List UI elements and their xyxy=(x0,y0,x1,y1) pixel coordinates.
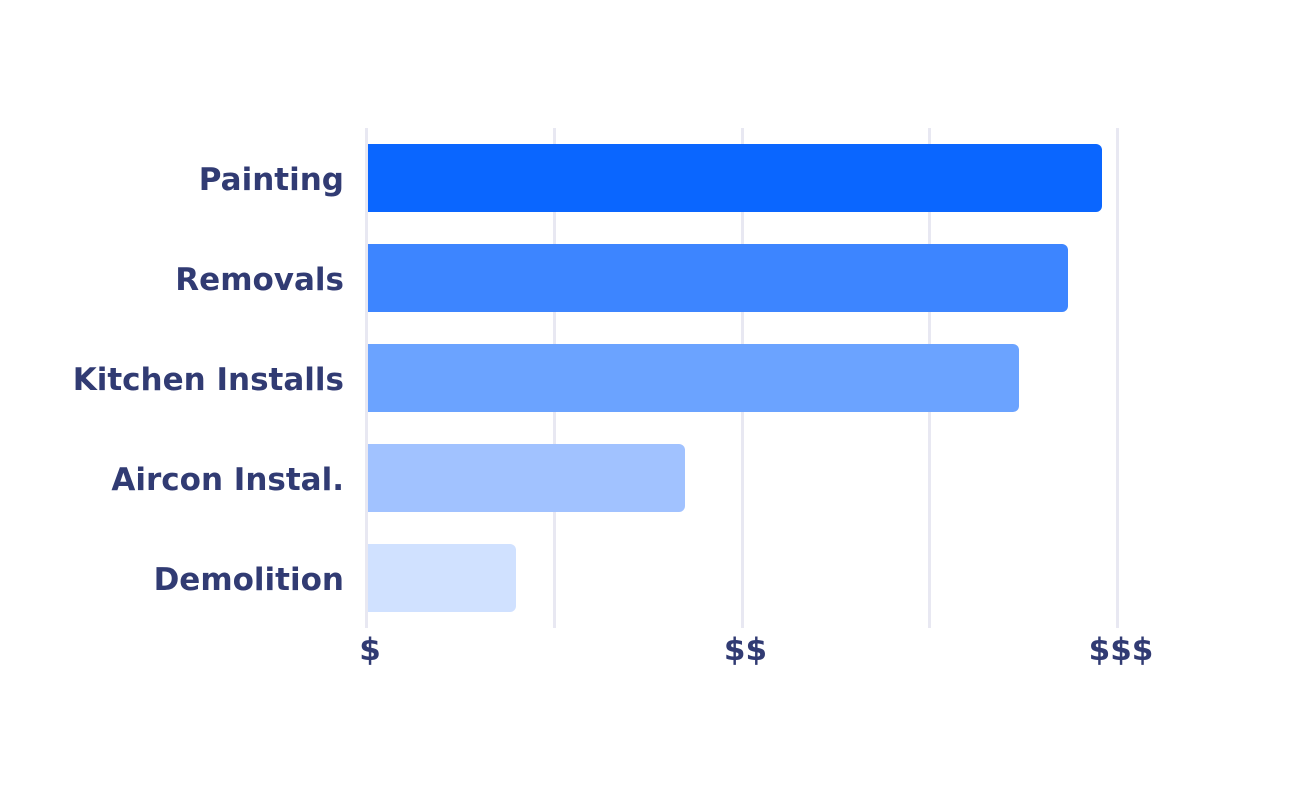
category-label: Removals xyxy=(175,262,344,298)
category-label: Kitchen Installs xyxy=(72,362,344,398)
bar xyxy=(368,244,1069,312)
gridline xyxy=(365,128,368,628)
bar xyxy=(368,344,1020,412)
x-tick-label: $$ xyxy=(723,632,768,668)
x-tick-label: $ xyxy=(359,632,381,668)
bar xyxy=(368,544,517,612)
category-label: Demolition xyxy=(153,562,344,598)
bar xyxy=(368,144,1102,212)
category-label: Aircon Instal. xyxy=(111,462,344,498)
bar xyxy=(368,444,686,512)
gridline xyxy=(1116,128,1119,628)
category-label: Painting xyxy=(198,162,344,198)
x-tick-label: $$$ xyxy=(1088,632,1154,668)
